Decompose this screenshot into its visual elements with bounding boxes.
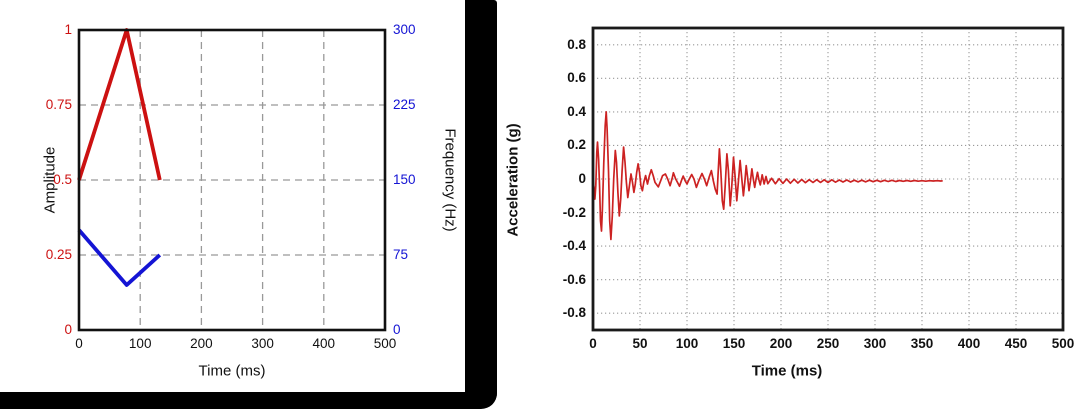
acceleration-x-tick-label: 150 [722,336,746,351]
acceleration-x-tick-label: 100 [675,336,699,351]
sweep-x-axis-title: Time (ms) [198,362,266,380]
sweep-frequency-tick-label: 225 [393,97,416,112]
sweep-x-tick-label: 400 [312,336,336,351]
acceleration-y-tick-label: -0.2 [562,204,586,220]
sweep-amplitude-tick-label: 0.5 [53,172,72,187]
sweep-x-tick-label: 100 [128,336,152,351]
acceleration-plot-svg [591,26,1065,332]
sweep-frequency-tick-label: 300 [393,22,416,37]
sweep-plot-svg [77,28,387,332]
acceleration-y-tick-label: 0.6 [567,70,586,86]
acceleration-x-tick-label: 350 [910,336,934,351]
acceleration-x-tick-label: 0 [589,336,597,351]
acceleration-y-tick-label: 0 [578,171,586,186]
sweep-x-tick-label: 200 [190,336,213,351]
sweep-frequency-tick-label: 75 [393,247,409,262]
sweep-amplitude-tick-label: 0.75 [45,97,72,112]
sweep-x-tick-label: 300 [251,336,274,351]
acceleration-x-tick-label: 250 [816,336,840,351]
sweep-amplitude-tick-label: 1 [64,22,72,37]
frequency-line [77,228,162,287]
plot-frame [591,26,1065,332]
sweep-x-tick-label: 0 [75,336,83,351]
sweep-amplitude-tick-label: 0 [64,322,72,337]
acceleration-x-tick-label: 450 [1004,336,1028,351]
acceleration-trace [592,111,943,241]
acceleration-x-tick-label: 500 [1051,336,1075,351]
plot-frame [77,28,387,332]
acceleration-x-tick-label: 300 [863,336,887,351]
sweep-right-axis-title: Frequency (Hz) [441,128,459,232]
acceleration-x-axis-title: Time (ms) [751,362,823,380]
acceleration-x-tick-label: 400 [957,336,981,351]
acceleration-x-tick-label: 50 [632,336,648,351]
acceleration-x-tick-label: 200 [769,336,793,351]
acceleration-y-tick-label: -0.8 [562,305,586,321]
sweep-frequency-tick-label: 150 [393,172,416,187]
sweep-amplitude-tick-label: 0.25 [45,247,72,262]
acceleration-y-tick-label: 0.2 [567,137,586,153]
acceleration-y-tick-label: -0.4 [562,238,586,254]
acceleration-y-tick-label: 0.4 [567,103,586,119]
acceleration-y-axis-title: Acceleration (g) [504,123,522,237]
acceleration-y-tick-label: 0.8 [567,36,586,52]
sweep-frequency-tick-label: 0 [393,322,401,337]
acceleration-y-tick-label: -0.6 [562,271,586,287]
sweep-x-tick-label: 500 [373,336,397,351]
